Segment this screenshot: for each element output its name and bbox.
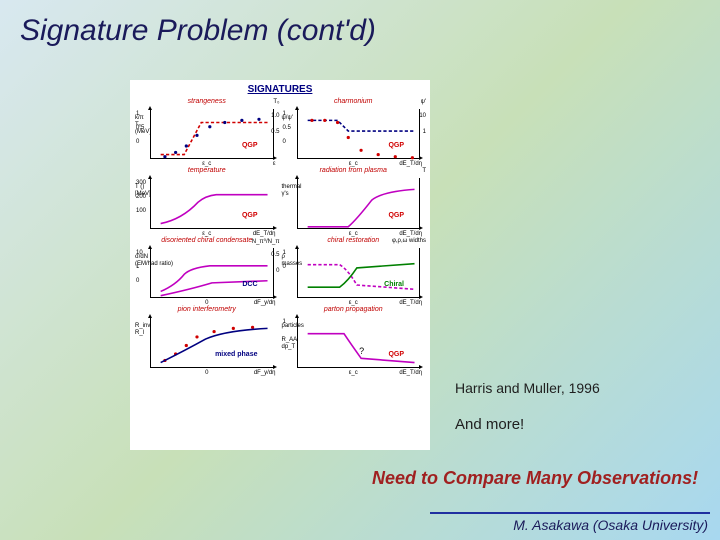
panel-tag: Chiral (384, 281, 404, 288)
figure-heading: SIGNATURES (130, 84, 430, 95)
panel-2: temperatureT ()[MeV]dE_T/dη300200100ε_cQ… (134, 166, 280, 234)
panel-6: pion interferometryR_invR_ldF_y/dη0mixed… (134, 305, 280, 373)
panel-tag: QGP (242, 142, 258, 149)
slide-title: Signature Problem (cont'd) (20, 14, 376, 48)
panel-tag: QGP (388, 351, 404, 358)
footer-text: M. Asakawa (Osaka University) (513, 517, 708, 533)
panel-3: radiation from plasmathermalγ'sdE_T/dηε_… (281, 166, 427, 234)
panel-tag: QGP (388, 212, 404, 219)
panel-7: parton propagationparticlesR_AAdp_TdE_T/… (281, 305, 427, 373)
need-text: Need to Compare Many Observations! (372, 468, 698, 489)
panel-tag: DCC (242, 281, 257, 288)
panel-grid: strangenessk/πT₀(MeV)ε10.50ε_cT₀1.00.5QG… (130, 95, 430, 445)
and-more-text: And more! (455, 416, 524, 433)
panel-tag: mixed phase (215, 351, 257, 358)
signatures-figure: SIGNATURES strangenessk/πT₀(MeV)ε10.50ε_… (130, 80, 430, 450)
panel-1: charmoniumψ/ψ'dE_T/dη10.50ε_cψ'101QGP (281, 97, 427, 165)
panel-tag: QGP (388, 142, 404, 149)
panel-0: strangenessk/πT₀(MeV)ε10.50ε_cT₀1.00.5QG… (134, 97, 280, 165)
panel-5: chiral restorationρmassesdE_T/dη10ε_cφ,ρ… (281, 236, 427, 304)
panel-4: disoriented chiral condensateσ/dN(EM/had… (134, 236, 280, 304)
footer-line (430, 512, 710, 514)
panel-tag: QGP (242, 212, 258, 219)
figure-caption: Harris and Muller, 1996 (455, 380, 600, 396)
